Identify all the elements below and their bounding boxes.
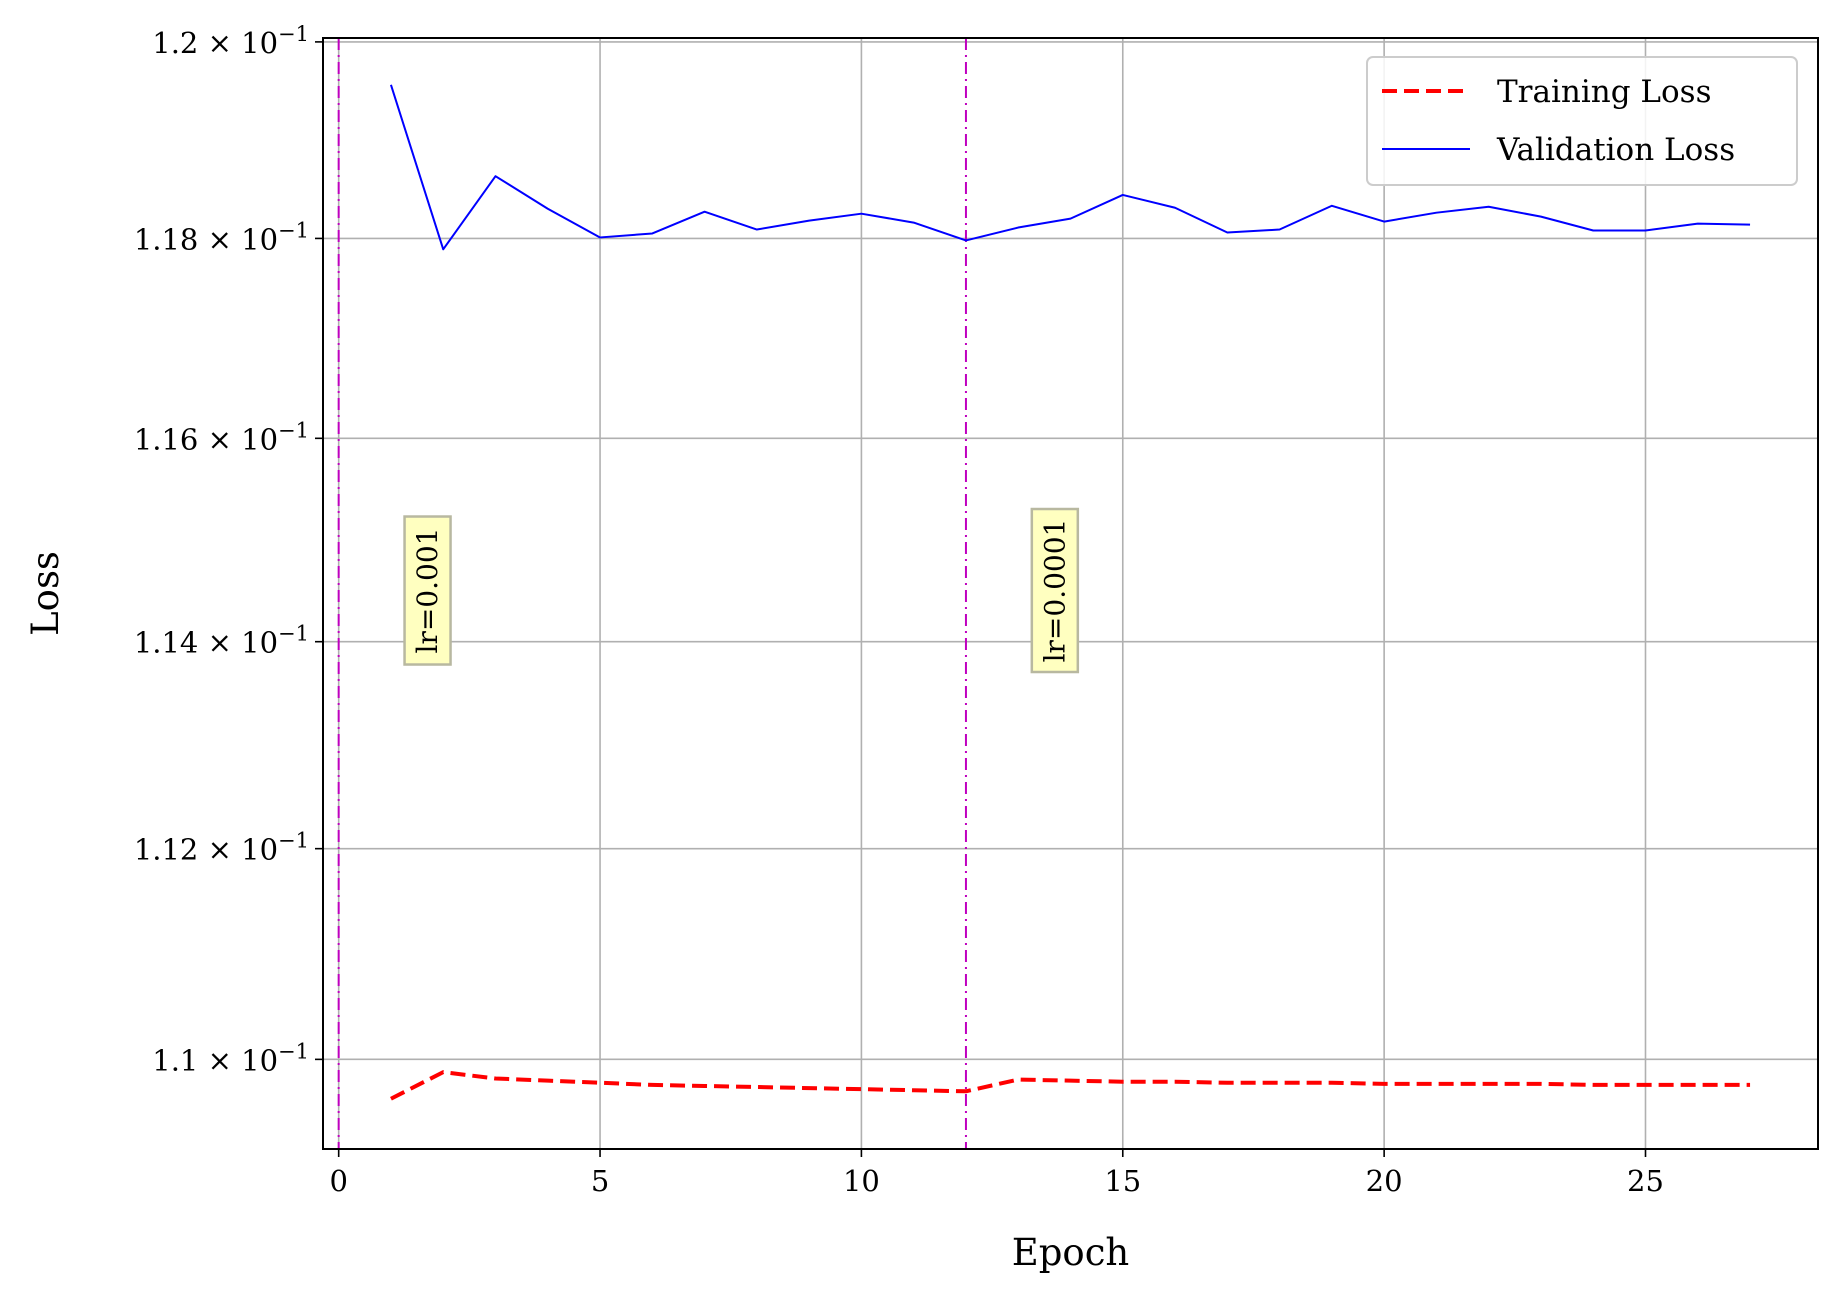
y-tick-label: 1.14 × 10−1 [134, 622, 309, 660]
plot-frame [322, 37, 1819, 1150]
x-tick-label: 0 [329, 1164, 347, 1198]
legend-box [1366, 56, 1798, 186]
y-tick-label: 1.12 × 10−1 [134, 829, 309, 867]
lr-annotation-text: lr=0.001 [411, 528, 444, 654]
x-tick-label: 25 [1627, 1164, 1664, 1198]
series-lines [389, 84, 1751, 1101]
grid [323, 38, 1818, 1149]
axis-ticks: 0 5 10 15 20 25 1.1 × 10−1 1.12 × 10−1 1.14 × 10… [134, 22, 1664, 1198]
lr-annotation-box [403, 515, 452, 666]
y-axis-title: Loss [24, 551, 67, 636]
x-axis-title: Epoch [1012, 1231, 1130, 1274]
y-tick-label: 1.2 × 10−1 [152, 22, 309, 60]
x-tick-label: 5 [591, 1164, 609, 1198]
legend: Training Loss Validation Loss [1366, 56, 1798, 186]
training-loss-line [390, 1070, 1751, 1101]
lr-annotation: lr=0.001 [403, 515, 452, 666]
vertical-markers [337, 38, 967, 1149]
y-tick-label: 1.1 × 10−1 [152, 1039, 309, 1077]
y-tick-label: 1.16 × 10−1 [134, 418, 309, 456]
lr-annotation-text: lr=0.0001 [1038, 519, 1071, 663]
legend-label: Training Loss [1497, 74, 1712, 110]
legend-label: Validation Loss [1496, 132, 1735, 168]
annotations: lr=0.001 lr=0.0001 [403, 507, 1080, 674]
lr-annotation-box [1030, 507, 1080, 674]
x-tick-label: 15 [1104, 1164, 1141, 1198]
y-tick-label: 1.18 × 10−1 [134, 218, 309, 256]
x-tick-label: 20 [1366, 1164, 1403, 1198]
validation-loss-line [389, 84, 1751, 251]
x-tick-label: 10 [843, 1164, 880, 1198]
lr-annotation: lr=0.0001 [1030, 507, 1080, 674]
